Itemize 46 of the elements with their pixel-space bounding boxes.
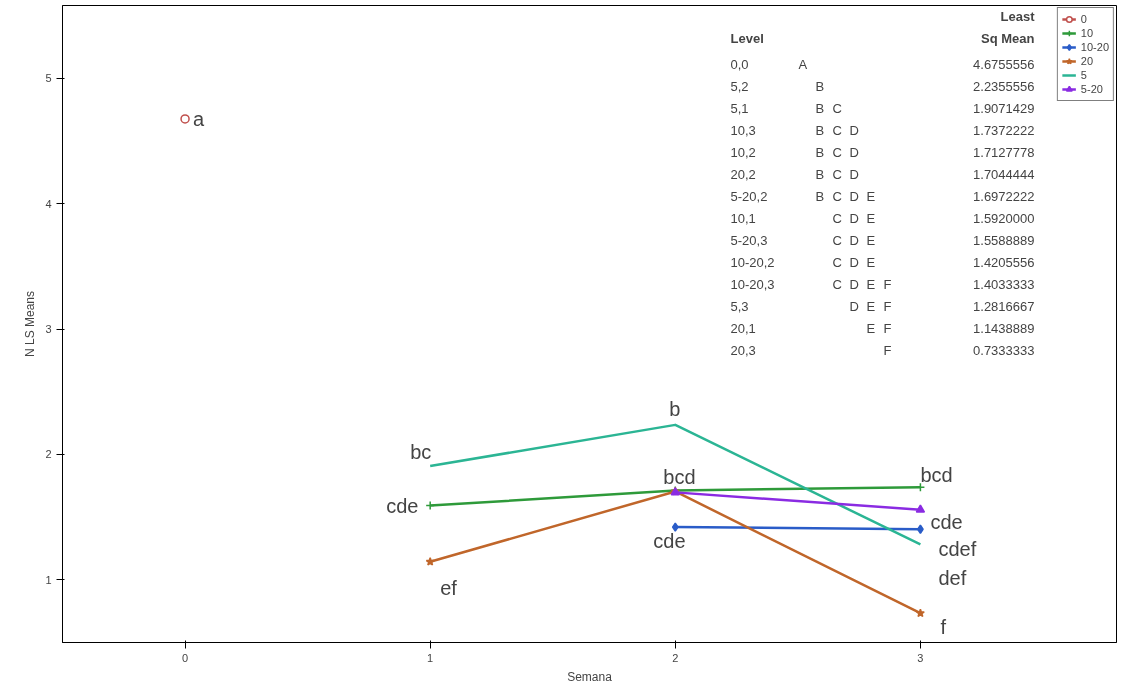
text: 5-20,2 B C D E 1.6972222 [730, 189, 1035, 204]
annotation: bc [410, 441, 432, 464]
y-tick-label: 5 [45, 72, 52, 85]
annotation: a [193, 107, 206, 130]
annotation: def [938, 567, 967, 590]
text: 20,3 F 0.7333333 [730, 343, 1035, 358]
annotation: Least [1000, 9, 1036, 24]
y-tick-label: 3 [45, 323, 52, 336]
text: 5-20,3 C D E 1.5588889 [730, 233, 1035, 248]
y-axis-title: N LS Means [23, 290, 38, 358]
text: 10-20,2 C D E 1.4205556 [730, 255, 1035, 270]
annotation: ef [440, 576, 458, 599]
annotation: Sq Mean [981, 31, 1035, 46]
x-axis-title: Semana [567, 669, 613, 684]
legend-label: 5 [1080, 68, 1088, 82]
text: 0,0 A 4.6755556 [730, 57, 1035, 72]
annotation: cde [653, 530, 686, 553]
text: 20,1 E F 1.1438889 [730, 321, 1035, 336]
text: 10,3 B C D 1.7372222 [730, 123, 1035, 138]
annotation: Level [730, 31, 764, 46]
annotation: cde [930, 510, 963, 533]
y-tick-label: 4 [45, 197, 52, 210]
text: 20,2 B C D 1.7044444 [730, 167, 1035, 182]
annotation: bcd [663, 466, 696, 489]
y-tick-label: 1 [45, 573, 52, 586]
legend-label: 10 [1080, 26, 1095, 40]
text: 5,2 B 2.2355556 [730, 79, 1035, 94]
x-tick-label: 2 [672, 651, 679, 664]
annotation: b [669, 397, 681, 420]
text: 10,1 C D E 1.5920000 [730, 211, 1035, 226]
text: 10,2 B C D 1.7127778 [730, 145, 1035, 160]
legend-label: 20 [1080, 54, 1095, 68]
text: 5,3 D E F 1.2816667 [730, 299, 1035, 314]
legend-label: 0 [1080, 12, 1088, 26]
y-tick-label: 2 [45, 448, 52, 461]
annotation: f [940, 616, 947, 639]
text: 5,1 B C 1.9071429 [730, 101, 1035, 116]
legend-label: 10-20 [1080, 40, 1109, 54]
text: 10-20,3 C D E F 1.4033333 [730, 277, 1035, 292]
x-tick-label: 3 [917, 651, 924, 664]
annotation: cdef [938, 538, 977, 561]
x-tick-label: 0 [182, 651, 189, 664]
annotation: cde [386, 494, 419, 517]
legend-label: 5-20 [1080, 82, 1103, 96]
annotation: bcd [920, 464, 953, 487]
x-tick-label: 1 [427, 651, 434, 664]
